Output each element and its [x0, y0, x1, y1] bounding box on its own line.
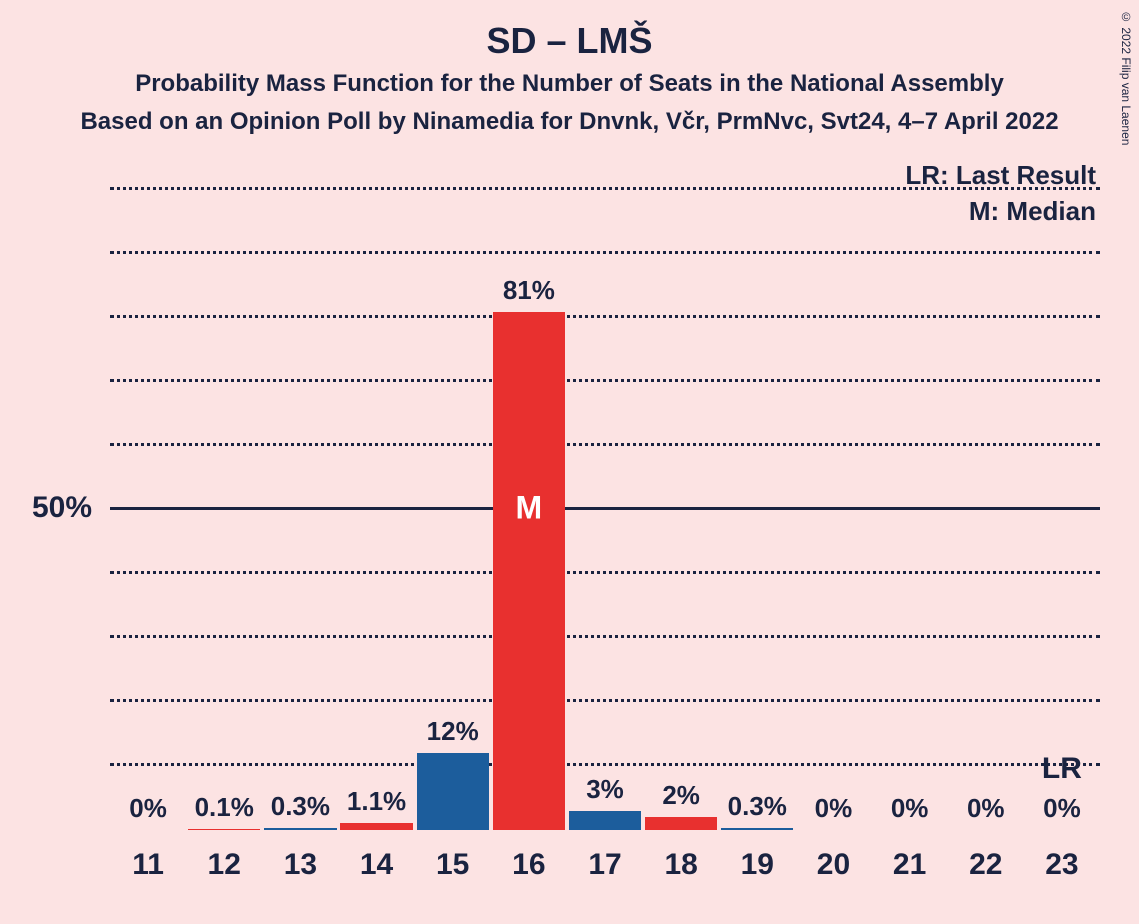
plot-area: 0% 0.1% 0.3% 1.1% 12% 81% M 3% 2% 0.3% 0% 0% 0% 0% LR… [110, 190, 1100, 830]
bar [417, 753, 489, 830]
x-tick-label: 15 [436, 848, 469, 882]
x-tick-label: 11 [132, 848, 164, 882]
x-tick-label: 13 [284, 848, 317, 882]
x-tick-label: 20 [817, 848, 850, 882]
median-marker: M [516, 489, 543, 526]
bar-value-label: 12% [427, 716, 479, 747]
x-tick-label: 17 [588, 848, 621, 882]
bar-value-label: 0% [129, 793, 167, 824]
legend-last-result: LR: Last Result [905, 160, 1096, 191]
bar [645, 817, 717, 830]
bar [340, 823, 412, 830]
x-tick-label: 23 [1045, 848, 1078, 882]
bar [569, 811, 641, 830]
bar-value-label: 3% [586, 774, 624, 805]
gridline [110, 315, 1100, 318]
bar [721, 828, 793, 830]
gridline [110, 763, 1100, 766]
legend-median: M: Median [969, 196, 1096, 227]
bar-value-label: 81% [503, 275, 555, 306]
bar-value-label: 0% [1043, 793, 1081, 824]
bar-value-label: 0% [815, 793, 853, 824]
chart-subtitle-2: Based on an Opinion Poll by Ninamedia fo… [0, 108, 1139, 136]
bar-value-label: 0.1% [195, 792, 254, 823]
x-tick-label: 19 [741, 848, 774, 882]
y-axis-label-50: 50% [0, 491, 92, 525]
gridline [110, 699, 1100, 702]
x-tick-label: 16 [512, 848, 545, 882]
gridline [110, 507, 1100, 510]
last-result-marker: LR [1042, 752, 1082, 786]
chart-subtitle-1: Probability Mass Function for the Number… [0, 70, 1139, 98]
bar [493, 312, 565, 830]
bar-value-label: 0% [967, 793, 1005, 824]
bar-value-label: 0% [891, 793, 929, 824]
gridline [110, 571, 1100, 574]
x-tick-label: 18 [664, 848, 697, 882]
chart-title: SD – LMŠ [0, 20, 1139, 62]
copyright-text: © 2022 Filip van Laenen [1119, 10, 1133, 145]
bar [188, 829, 260, 830]
bar-value-label: 2% [662, 780, 700, 811]
x-tick-label: 21 [893, 848, 926, 882]
bar-value-label: 0.3% [271, 791, 330, 822]
bar [264, 828, 336, 830]
gridline [110, 443, 1100, 446]
gridline [110, 635, 1100, 638]
gridline [110, 379, 1100, 382]
bar-value-label: 0.3% [728, 791, 787, 822]
x-tick-label: 14 [360, 848, 393, 882]
bar-value-label: 1.1% [347, 786, 406, 817]
x-tick-label: 12 [208, 848, 241, 882]
x-tick-label: 22 [969, 848, 1002, 882]
gridline [110, 251, 1100, 254]
